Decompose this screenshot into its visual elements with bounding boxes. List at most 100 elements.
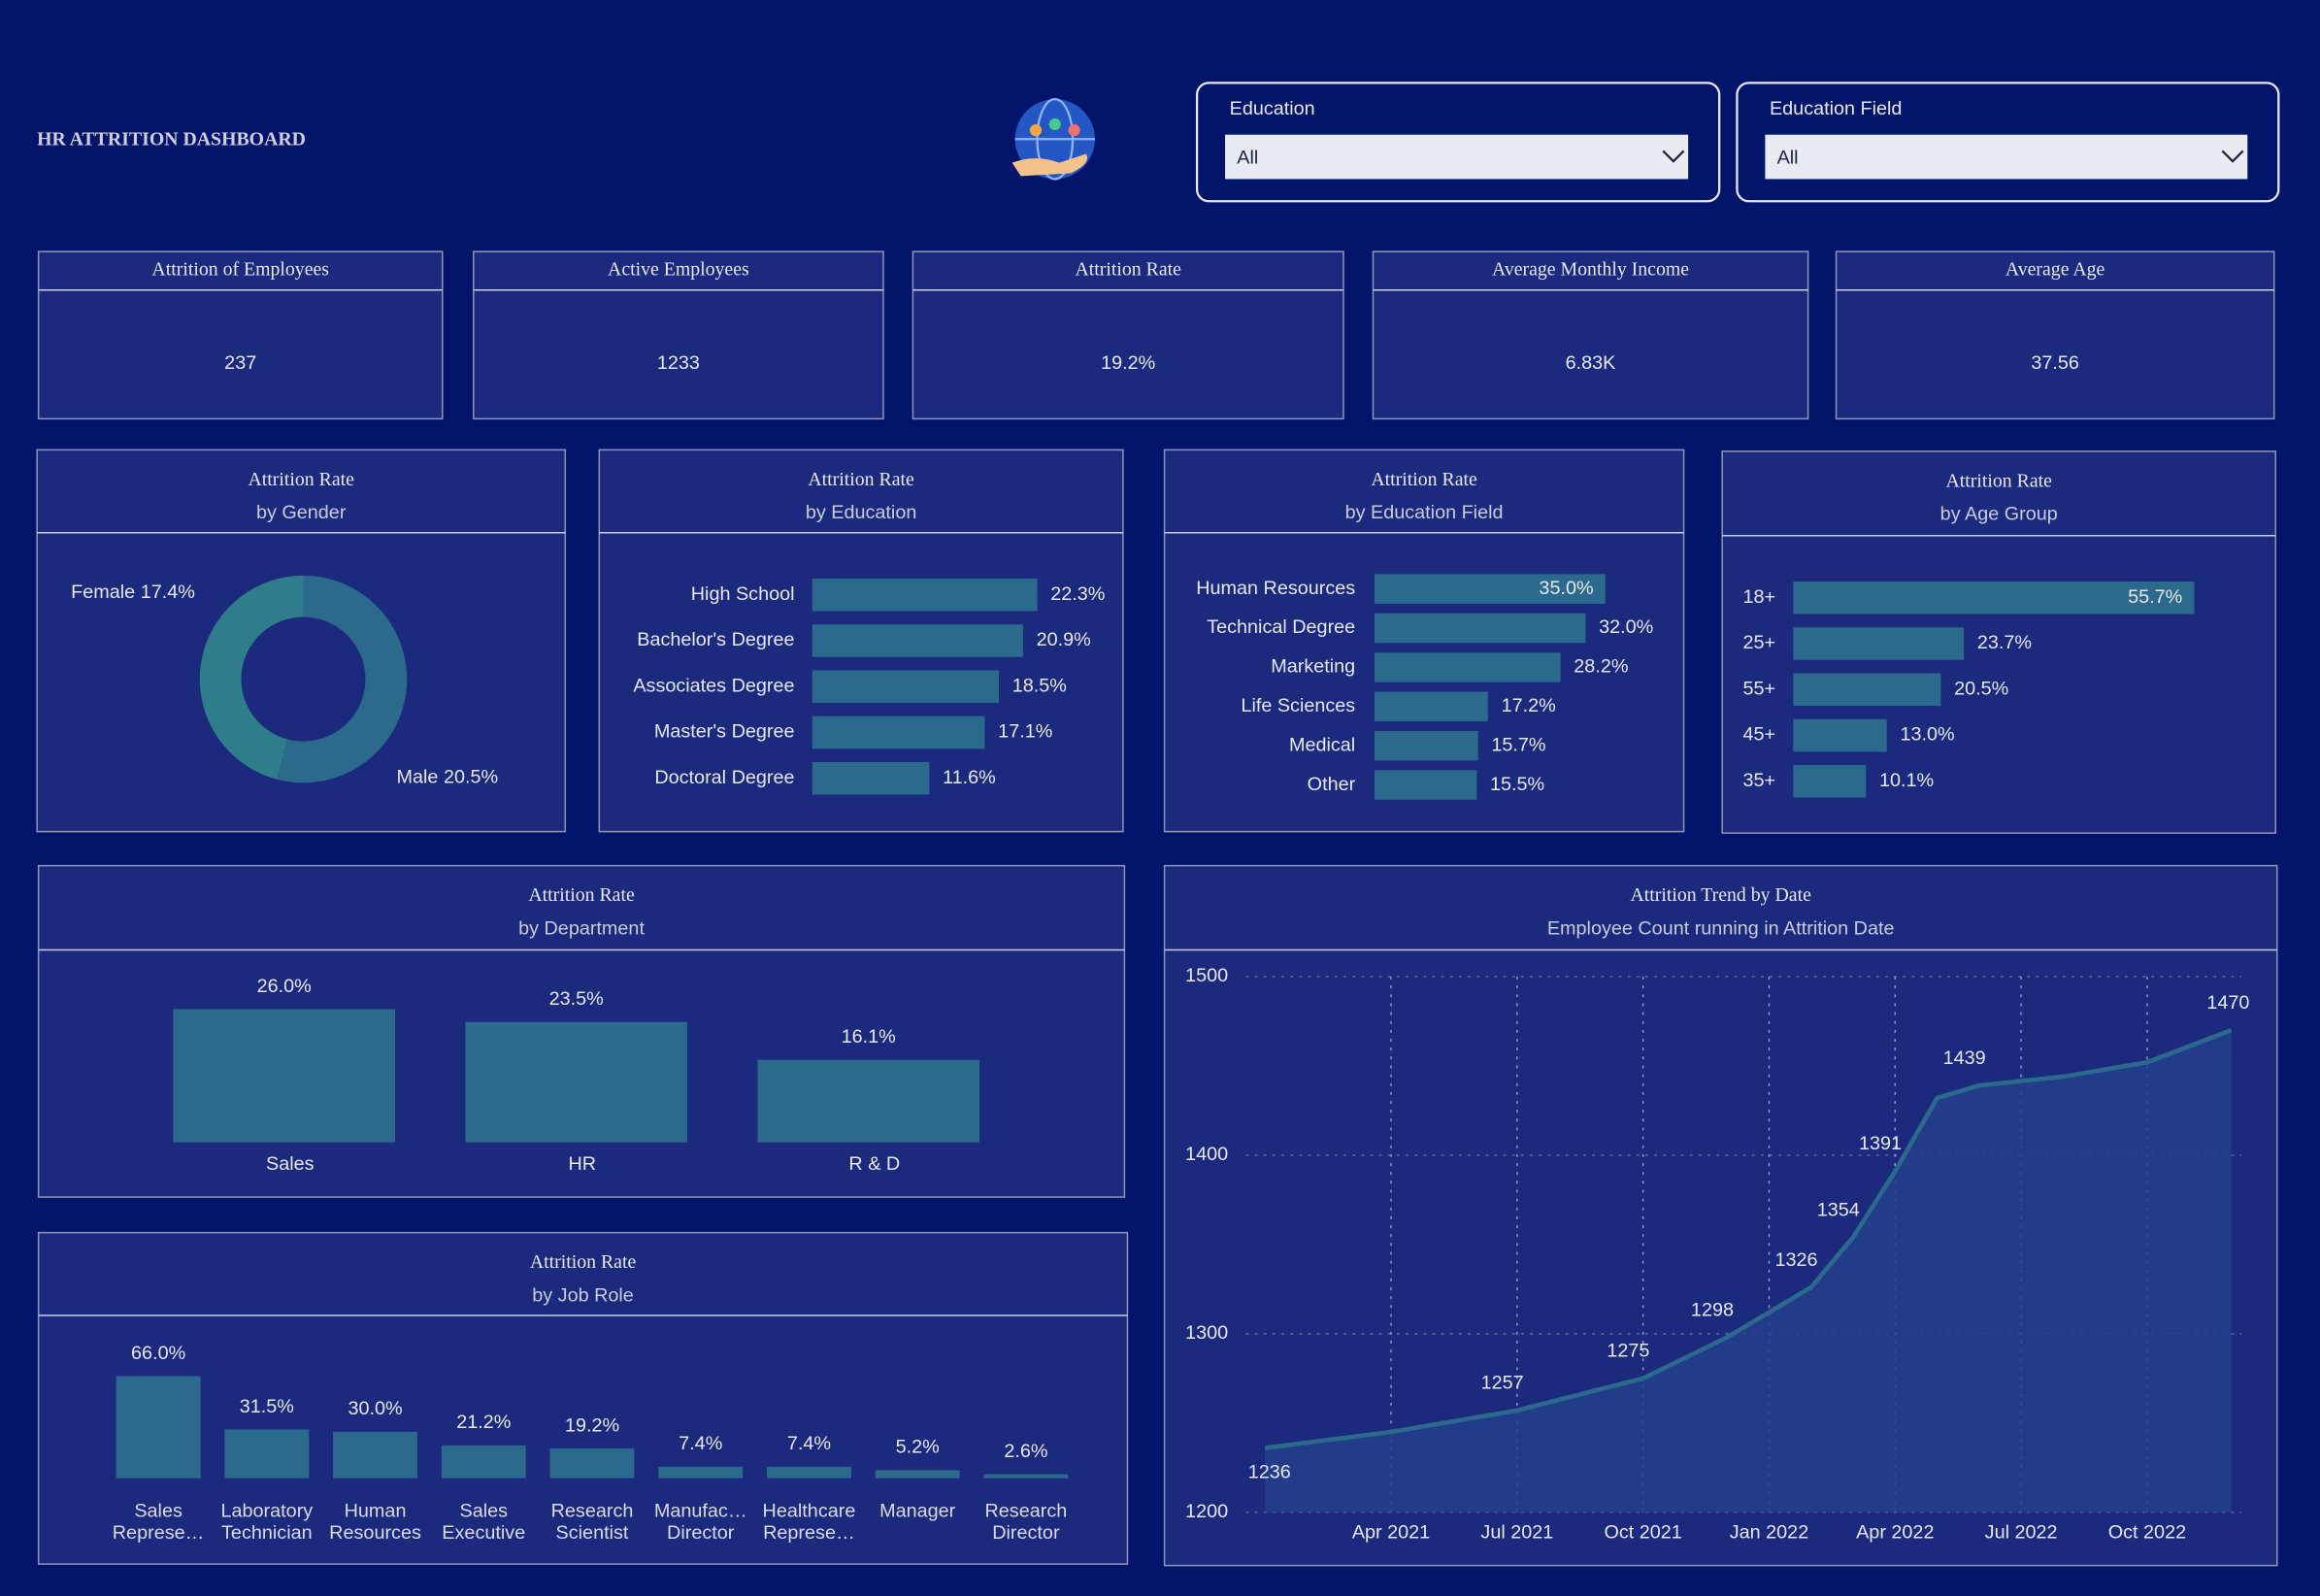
x-tick-label-box: Research Director [984,1499,1067,1544]
kpi-label: Attrition of Employees [151,258,329,280]
bar-value-label: 16.1% [842,1026,896,1047]
bar-category: Life Sciences [1241,695,1355,716]
x-tick-label: Apr 2022 [1856,1521,1934,1543]
chart-subtitle: by Education [806,502,916,523]
bar [1375,691,1488,722]
x-tick-label: Jul 2022 [1985,1521,2058,1543]
bar-category: Human Resources [1196,578,1355,599]
x-tick-label-box: Sales Executive [442,1499,525,1544]
bar-value-label: 15.5% [1490,774,1544,795]
chart-subtitle: by Job Role [532,1284,634,1306]
bar-value-label: 21.2% [456,1412,511,1433]
kpi-card [1835,250,2275,420]
kpi-value: 37.56 [2031,352,2079,374]
bar [767,1466,851,1479]
data-label: 1391 [1859,1133,1902,1154]
bar [116,1376,201,1479]
chart-title: Attrition Rate [1946,470,2053,491]
x-tick-label: Jul 2021 [1480,1521,1553,1543]
data-label: 1326 [1774,1249,1817,1271]
bar-value-label: 26.0% [257,976,312,997]
bar-value-label: 35.0% [1539,578,1593,599]
x-tick-label: Human Resources [329,1499,421,1544]
filter-dropdown[interactable] [1225,134,1689,180]
bar-value-label: 32.0% [1599,616,1653,638]
bar [812,578,1038,612]
bar [983,1474,1069,1479]
kpi-value: 237 [224,352,256,374]
filter-dropdown[interactable] [1765,134,2248,180]
globe-icon [1011,97,1095,181]
x-tick-label: Healthcare Represe… [762,1499,856,1544]
bar [1375,730,1478,761]
donut-slice [199,575,304,780]
kpi-card [473,250,884,420]
bar-category: Technical Degree [1207,616,1355,638]
y-tick-label: 1300 [1185,1322,1228,1344]
kpi-value: 19.2% [1101,352,1155,374]
x-tick-label: Oct 2022 [2108,1521,2186,1543]
bar-value-label: 18.5% [1012,675,1067,696]
chart-title: Attrition Rate [530,1251,637,1273]
x-tick-label: Laboratory Technician [220,1499,314,1544]
bar-category: 25+ [1743,632,1776,653]
x-tick-label-box: Research Scientist [551,1499,634,1544]
bar [173,1009,395,1143]
x-tick-label-box: Manufac… Director [654,1499,747,1544]
bar-value-label: 5.2% [896,1437,940,1458]
bar-category: Doctoral Degree [654,767,794,788]
chart-subtitle: by Gender [256,502,347,523]
data-label: 1439 [1943,1047,1986,1069]
data-label: 1257 [1481,1373,1524,1394]
x-tick-label: Sales [266,1153,315,1175]
bar [465,1021,688,1143]
chart-subtitle: by Age Group [1940,504,2058,525]
slice-value: 20.5% [444,767,498,788]
x-tick-label-box: Manager [879,1499,955,1521]
bar-value-label: 10.1% [1879,770,1934,791]
data-label: 1298 [1691,1299,1734,1320]
chart-title: Attrition Rate [1371,469,1477,490]
bar-value-label: 20.9% [1037,629,1091,650]
bar-value-label: 19.2% [565,1414,619,1436]
kpi-label: Average Age [2005,258,2105,280]
slice-label: Female 17.4% [71,582,195,603]
filter-value: All [1237,147,1258,168]
bar [1375,652,1561,682]
bar [757,1059,980,1143]
dropdown-chevron [2221,150,2244,163]
x-tick-label-box: Healthcare Represe… [762,1499,856,1544]
chart-subtitle: by Education Field [1345,502,1504,523]
filter-label: Education [1230,98,1315,119]
kpi-value: 1233 [657,352,700,374]
data-label: 1470 [2206,992,2249,1014]
data-label: 1354 [1817,1199,1860,1220]
bar-value-label: 55.7% [2128,586,2182,608]
x-tick-label: HR [569,1153,597,1175]
kpi-label: Attrition Rate [1076,258,1182,280]
bar-category: High School [691,583,795,605]
filter-value: All [1777,147,1799,168]
slice-category: Female [71,582,135,603]
filter-box [1736,82,2280,203]
bar-value-label: 66.0% [131,1343,185,1364]
bar [1375,574,1606,604]
bar [1375,613,1586,644]
slice-value: 17.4% [141,582,195,603]
bar-value-label: 22.3% [1050,583,1105,605]
trend-line [1264,1028,2233,1450]
bar-value-label: 30.0% [348,1398,402,1419]
filter-label: Education Field [1770,98,1902,119]
bar-category: Other [1308,774,1356,795]
bar [812,624,1023,657]
bar [875,1470,960,1479]
bar-category: Master's Degree [654,721,795,743]
kpi-card [1372,250,1809,420]
x-tick-label-box: Human Resources [329,1499,421,1544]
data-label: 1275 [1607,1341,1649,1362]
trend-area [1265,1030,2232,1513]
bar-value-label: 11.6% [943,767,996,788]
bar [1793,673,1941,707]
